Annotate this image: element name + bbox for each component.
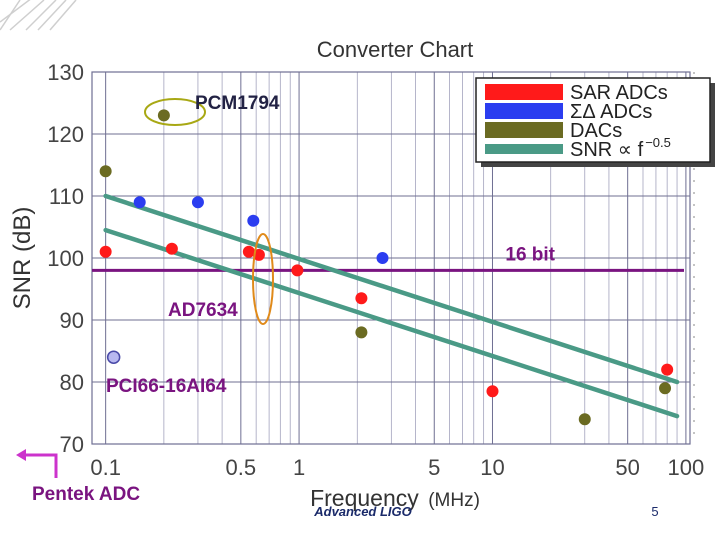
x-tick-label: 10	[480, 455, 504, 480]
sar-adc-point	[242, 245, 255, 258]
sar-adc-point	[661, 363, 674, 376]
legend-swatch	[485, 122, 563, 138]
reference-line-label: 16 bit	[505, 244, 555, 265]
x-tick-label: 1	[293, 455, 305, 480]
ad7634-highlight-ellipse	[252, 233, 274, 325]
annotations: 16 bit PCM1794 AD7634 PCI66-16AI64 Pentek AD…	[16, 93, 556, 505]
dac-point	[99, 165, 112, 178]
x-tick-label: 50	[615, 455, 639, 480]
sar-adc-point	[99, 245, 112, 258]
legend-label: SAR ADCs	[570, 82, 668, 104]
y-tick-label: 120	[47, 122, 84, 147]
sigma-delta-adc-point	[133, 196, 146, 209]
dac-point	[355, 326, 368, 339]
y-tick-label: 90	[60, 308, 84, 333]
dac-point	[578, 413, 591, 426]
y-tick-label: 80	[60, 370, 84, 395]
plot-grid	[92, 72, 690, 444]
legend-swatch	[485, 103, 563, 119]
y-axis-label: SNR (dB)	[9, 207, 36, 310]
trend-lines	[103, 193, 680, 419]
legend-label: DACs	[570, 120, 622, 142]
legend-label: SNR ∝ f	[570, 139, 644, 161]
plot-frame	[91, 71, 691, 445]
trend-line	[103, 193, 680, 385]
ad7634-label: AD7634	[168, 300, 238, 321]
x-tick-label: 0.1	[90, 455, 121, 480]
y-tick-label: 100	[47, 246, 84, 271]
legend-swatch	[485, 84, 563, 100]
x-tick-label: 0.5	[226, 455, 257, 480]
trend-line	[103, 227, 680, 419]
corner-stripes-decoration	[0, 0, 77, 31]
pentek-arrow	[22, 453, 58, 478]
sar-adc-point	[165, 242, 178, 255]
x-axis-label-main: Frequency	[310, 485, 419, 511]
dac-point	[659, 382, 672, 395]
x-axis-label: Frequency (MHz)	[310, 485, 480, 511]
x-tick-label: 5	[428, 455, 440, 480]
pcm1794-highlight-ellipse	[144, 98, 206, 126]
page-number: 5	[651, 504, 658, 519]
legend-label: ΣΔ ADCs	[570, 101, 652, 123]
advanced-ligo-logo-text: Advanced LIGO	[313, 504, 412, 519]
legend-exponent: −0.5	[645, 135, 671, 150]
pci66-marker	[106, 350, 121, 364]
y-tick-label: 110	[49, 184, 84, 209]
y-tick-label: 70	[60, 432, 84, 457]
sigma-delta-adc-point	[376, 252, 389, 264]
x-axis-label-units: (MHz)	[428, 490, 480, 511]
data-points	[99, 109, 674, 426]
sar-adc-point	[355, 292, 368, 305]
y-tick-label: 130	[47, 60, 84, 85]
pci66-16ai64-label: PCI66-16AI64	[106, 376, 227, 397]
pentek-adc-label: Pentek ADC	[32, 484, 140, 505]
dac-point	[157, 109, 170, 122]
sar-adc-point	[291, 264, 304, 277]
pcm1794-label: PCM1794	[195, 93, 280, 114]
legend-swatch	[485, 144, 563, 154]
x-tick-label: 100	[668, 455, 705, 480]
sar-adc-point	[486, 385, 499, 398]
pentek-arrow-head	[16, 449, 26, 461]
chart-title: Converter Chart	[317, 37, 474, 62]
sigma-delta-adc-point	[191, 196, 204, 209]
sigma-delta-adc-point	[247, 214, 260, 227]
